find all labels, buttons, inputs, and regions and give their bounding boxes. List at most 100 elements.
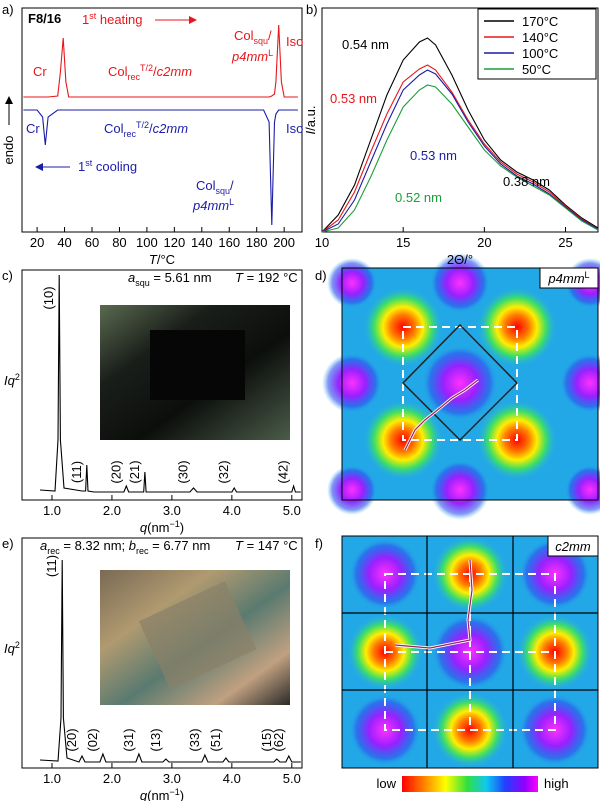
micrograph-domain — [138, 581, 257, 690]
text-part: 0.53 nm — [330, 91, 377, 106]
annotation: T = 147 °C — [235, 538, 298, 553]
plot-frame — [321, 7, 599, 233]
text-part: / — [153, 64, 157, 79]
x-tick-label: 2.0 — [103, 771, 121, 786]
panel-label: f) — [315, 536, 323, 551]
y-axis-label: I/a.u. — [303, 106, 318, 135]
x-tick-label: 60 — [85, 235, 99, 250]
text-part: 0.54 nm — [342, 37, 389, 52]
annotation: 0.38 nm — [503, 174, 550, 189]
x-axis-label: q(nm−1) — [140, 787, 184, 801]
plot-frame — [21, 537, 303, 769]
peak-label: (21) — [127, 460, 142, 483]
legend-label: 170°C — [522, 14, 558, 29]
x-tick-label: 80 — [112, 235, 126, 250]
chart-title: F8/16 — [28, 11, 61, 26]
panel-label: b) — [306, 2, 318, 17]
text-part: rec — [124, 129, 137, 139]
text-part: heating — [96, 12, 142, 27]
data-line — [23, 24, 298, 98]
text-part: Cr — [33, 64, 47, 79]
text-part: squ — [254, 36, 269, 46]
peak-label: (10) — [41, 286, 56, 309]
panel-label: d) — [315, 268, 327, 283]
arrowhead — [189, 16, 197, 24]
annotation: Cr — [26, 121, 40, 136]
micrograph-dark — [150, 330, 245, 400]
data-line — [39, 559, 301, 763]
x-tick-label: 3.0 — [163, 771, 181, 786]
peak-label: (02) — [85, 728, 100, 751]
label-part: c2mm — [555, 539, 591, 554]
peak-label: (32) — [216, 460, 231, 483]
x-tick-label: 180 — [246, 235, 268, 250]
colorbar-high: high — [544, 776, 569, 791]
x-tick-label: 20 — [30, 235, 44, 250]
panel-label: e) — [2, 536, 14, 551]
text-part: Iso — [286, 121, 303, 136]
text-part: b — [129, 538, 136, 553]
x-tick-label: 15 — [396, 235, 410, 250]
text-part: p4mm — [192, 198, 229, 213]
text-part: = 147 °C — [243, 538, 298, 553]
plot-frame — [21, 7, 303, 233]
x-tick-label: 10 — [315, 235, 329, 250]
x-axis-label: q(nm−1) — [140, 519, 184, 535]
x-tick-label: 160 — [218, 235, 240, 250]
legend-label: 100°C — [522, 46, 558, 61]
text-part: Iq — [4, 641, 16, 656]
x-tick-label: 200 — [273, 235, 295, 250]
data-line — [321, 69, 599, 233]
peak-label: (20) — [64, 728, 79, 751]
annotation: asqu = 5.61 nm — [128, 270, 212, 288]
text-part: / — [268, 28, 272, 43]
text-part: /°C — [157, 252, 175, 267]
peak-label: (15) — [259, 728, 274, 751]
annotation: 1st cooling — [78, 158, 137, 174]
x-tick-label: 1.0 — [43, 503, 61, 518]
text-part: rec — [47, 546, 60, 556]
annotation: 0.54 nm — [342, 37, 389, 52]
colorbar-low: low — [376, 776, 396, 791]
text-part: ) — [180, 520, 184, 535]
plot-frame — [21, 269, 303, 501]
text-part: q — [140, 520, 148, 535]
annotation: Colsqu/ — [234, 28, 272, 46]
annotation: p4mmL — [192, 197, 234, 213]
text-part: (nm — [147, 788, 169, 801]
label-part: p4mm — [547, 271, 584, 286]
text-part: Cr — [26, 121, 40, 136]
label-part: L — [585, 270, 590, 280]
annotation: p4mmL — [231, 48, 273, 64]
annotation: Cr — [33, 64, 47, 79]
data-line — [39, 274, 301, 493]
y-axis-label: Iq2 — [4, 372, 20, 388]
x-tick-label: 4.0 — [223, 503, 241, 518]
text-part: c2mm — [157, 64, 193, 79]
text-part: squ — [135, 278, 150, 288]
text-part: 1 — [78, 159, 85, 174]
text-part: 0.38 nm — [503, 174, 550, 189]
x-tick-label: 140 — [191, 235, 213, 250]
text-part: c2mm — [153, 121, 189, 136]
text-part: T/2 — [136, 120, 149, 130]
annotation: 0.53 nm — [410, 148, 457, 163]
text-part: I — [303, 130, 318, 134]
text-part: / — [230, 178, 234, 193]
text-part: Iso — [286, 34, 303, 49]
x-tick-label: 25 — [558, 235, 572, 250]
density-map — [341, 535, 599, 792]
text-part: 1 — [82, 12, 89, 27]
data-line — [321, 84, 599, 233]
text-part: a — [40, 538, 47, 553]
panel-label: a) — [2, 2, 14, 17]
arrowhead — [35, 163, 43, 171]
x-tick-label: 5.0 — [283, 503, 301, 518]
x-tick-label: 20 — [477, 235, 491, 250]
text-part: L — [229, 197, 234, 207]
text-part: 0.52 nm — [395, 190, 442, 205]
x-tick-label: 100 — [136, 235, 158, 250]
x-axis-label: 2Θ/° — [447, 252, 473, 267]
annotation: Colsqu/ — [196, 178, 234, 196]
